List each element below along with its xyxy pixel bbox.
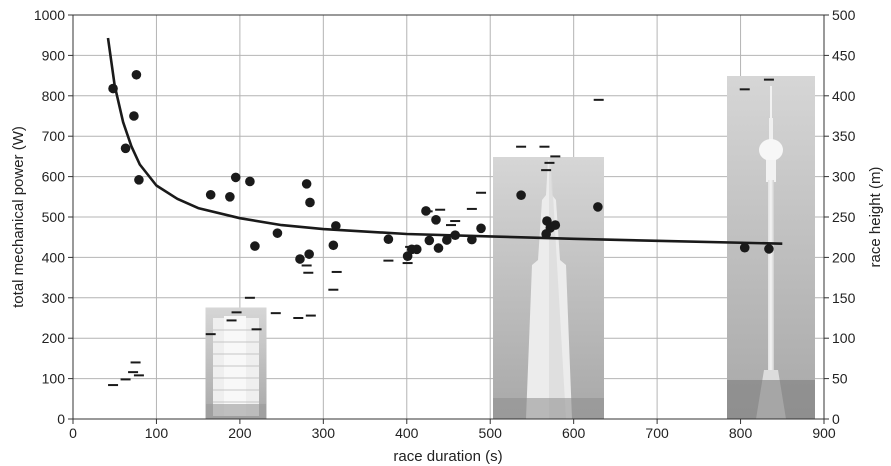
y2-tick-label: 350 — [832, 128, 856, 144]
power-point — [131, 69, 142, 80]
y2-tick-label: 500 — [832, 7, 856, 23]
power-point — [328, 240, 339, 251]
fit-curve-line — [106, 37, 783, 245]
power-point — [402, 251, 413, 261]
y-tick-label: 200 — [42, 330, 66, 346]
power-point — [424, 235, 435, 246]
power-point — [550, 220, 561, 230]
y-tick-label: 1000 — [34, 7, 65, 23]
race-height-marks — [108, 78, 774, 387]
x-tick-label: 500 — [479, 425, 503, 441]
x-tick-label: 300 — [312, 425, 336, 441]
y-tick-label: 800 — [42, 88, 66, 104]
y-tick-label: 0 — [57, 411, 65, 427]
x-tick-label: 700 — [645, 425, 669, 441]
y2-tick-label: 100 — [832, 330, 856, 346]
fit-curve — [106, 37, 783, 245]
power-point — [205, 189, 216, 200]
power-point — [120, 143, 131, 154]
y-tick-label: 500 — [42, 209, 66, 225]
power-point — [129, 111, 139, 121]
building-photo-2 — [493, 157, 604, 419]
power-point — [516, 190, 526, 200]
y2-tick-label: 150 — [832, 290, 856, 306]
power-point — [301, 179, 312, 189]
x-tick-label: 200 — [228, 425, 252, 441]
grid — [72, 14, 825, 420]
building-photos — [205, 76, 815, 420]
power-point — [411, 244, 422, 255]
x-tick-label: 400 — [395, 425, 419, 441]
building-photo-1 — [205, 307, 267, 420]
y2-tick-label: 200 — [832, 249, 856, 265]
power-points — [108, 69, 774, 264]
power-point — [272, 228, 283, 238]
y2-tick-label: 50 — [832, 371, 848, 387]
power-point — [331, 221, 341, 231]
power-point — [421, 206, 431, 216]
y2-tick-label: 450 — [832, 47, 856, 63]
x-tick-label: 0 — [69, 425, 77, 441]
x-tick-label: 100 — [145, 425, 169, 441]
y2-tick-label: 300 — [832, 169, 856, 185]
power-point — [305, 197, 315, 208]
x-tick-label: 600 — [562, 425, 586, 441]
power-point — [433, 243, 444, 253]
power-point — [431, 215, 441, 225]
building-photo-3 — [727, 76, 815, 419]
y-tick-label: 100 — [42, 371, 66, 387]
power-point — [442, 235, 452, 245]
x-axis-label: race duration (s) — [393, 448, 502, 465]
y-tick-label: 400 — [42, 249, 66, 265]
power-point — [304, 249, 314, 259]
power-point — [225, 192, 235, 202]
power-point — [230, 172, 241, 183]
power-point — [295, 254, 305, 264]
tick-labels: 0 100 200 300 400 500 600 700 800 900010020030040… — [34, 7, 856, 441]
power-point — [593, 202, 603, 212]
y-tick-label: 600 — [42, 169, 66, 185]
y-tick-label: 900 — [42, 47, 66, 63]
y2-tick-label: 0 — [832, 411, 840, 427]
y-tick-label: 700 — [42, 128, 66, 144]
x-tick-label: 900 — [812, 425, 836, 441]
power-point — [245, 176, 255, 187]
power-point — [476, 223, 486, 234]
power-point — [250, 241, 260, 251]
power-point — [134, 175, 144, 185]
y2-axis-label: race height (m) — [867, 167, 884, 268]
power-point — [450, 230, 460, 240]
power-point — [383, 234, 394, 245]
power-point — [108, 83, 118, 94]
power-point — [467, 234, 477, 245]
power-point — [764, 244, 774, 254]
power-point — [739, 242, 750, 253]
y-axis-label: total mechanical power (W) — [10, 126, 27, 308]
y-tick-label: 300 — [42, 290, 66, 306]
y2-tick-label: 400 — [832, 88, 856, 104]
x-tick-label: 800 — [729, 425, 753, 441]
y2-tick-label: 250 — [832, 209, 856, 225]
